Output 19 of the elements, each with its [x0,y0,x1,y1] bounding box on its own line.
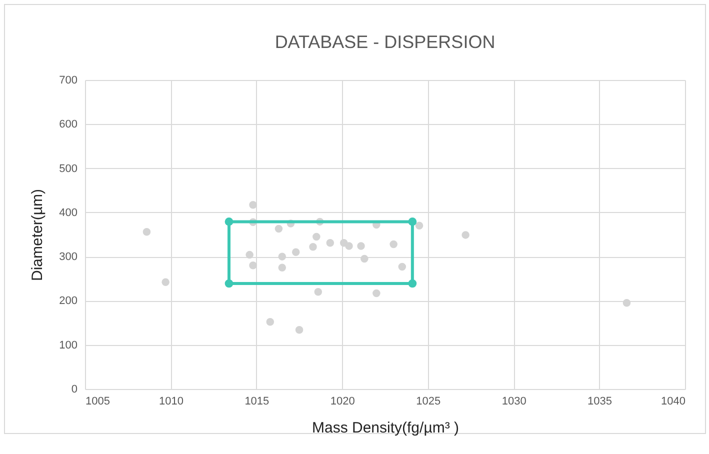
x-tick-label: 1005 [86,396,110,408]
y-tick-label: 100 [59,339,78,352]
y-tick-label: 500 [59,162,78,175]
x-tick-label: 1040 [661,396,686,408]
y-tick-label: 600 [59,118,78,131]
x-tick-label: 1025 [416,396,441,408]
x-tick-label: 1030 [502,396,526,408]
y-axis-title: Diameter(µm) [29,189,46,281]
y-tick-label: 300 [59,251,78,264]
x-tick-label: 1010 [158,396,184,408]
y-tick-label: 0 [71,384,78,396]
x-tick-label: 1035 [588,396,612,408]
y-tick-label: 200 [59,295,78,308]
x-axis-title: Mass Density(fg/µm³ ) [312,420,459,436]
chart-title: DATABASE - DISPERSION [274,32,496,52]
x-tick-label: 1015 [244,396,270,408]
y-tick-label: 400 [59,206,78,219]
x-tick-label: 1020 [330,396,355,408]
y-tick-label: 700 [59,74,78,86]
